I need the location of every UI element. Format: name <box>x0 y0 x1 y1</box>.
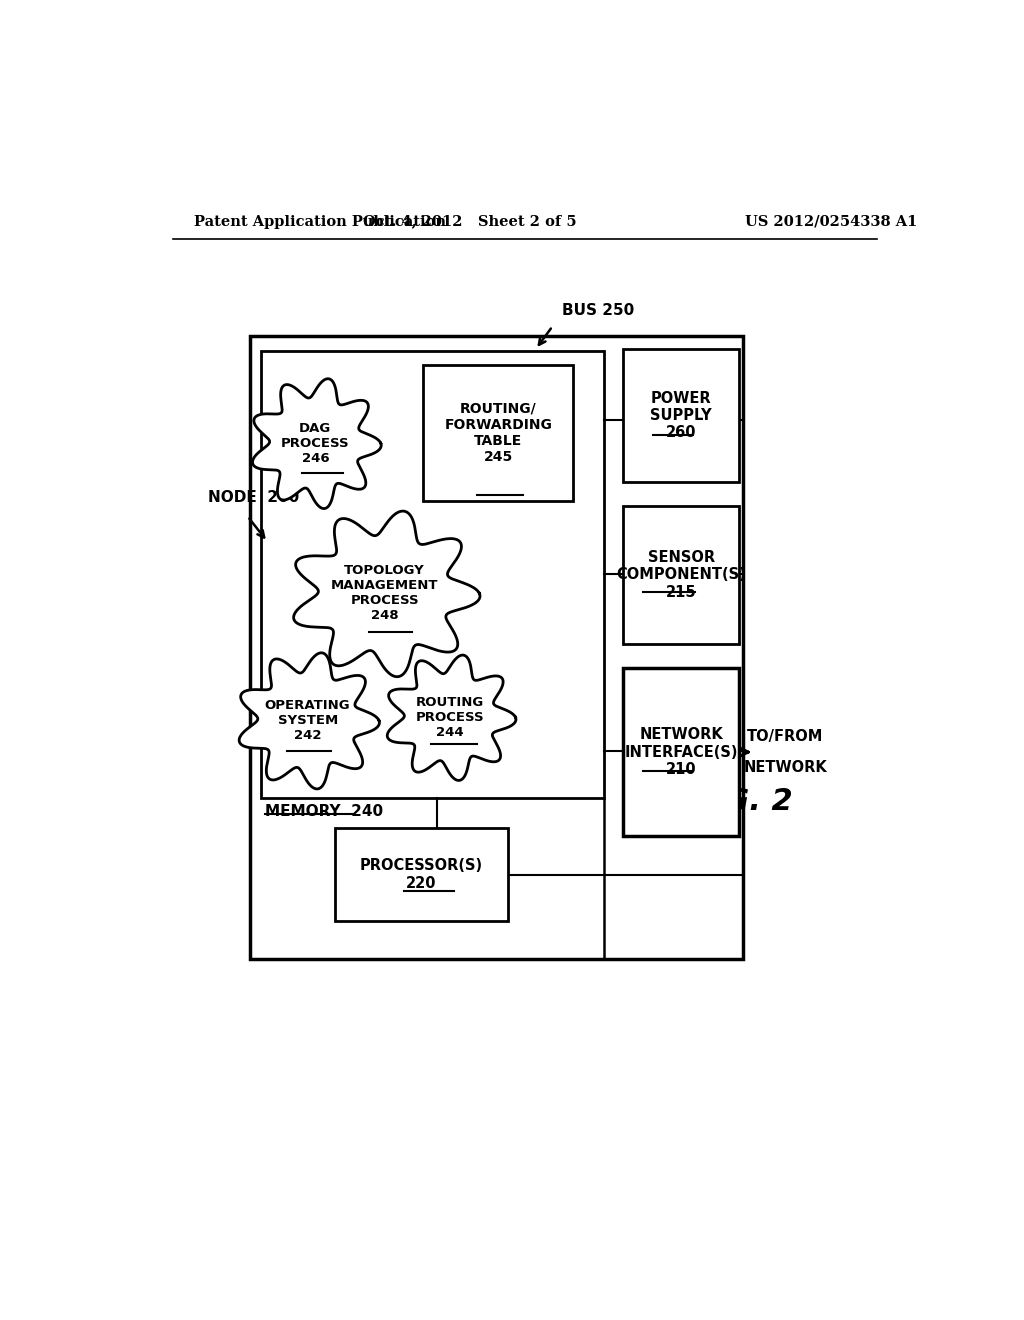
Text: OPERATING
SYSTEM
242: OPERATING SYSTEM 242 <box>265 700 350 742</box>
Text: NODE  200: NODE 200 <box>208 490 299 504</box>
Text: ROUTING/
FORWARDING
TABLE
245: ROUTING/ FORWARDING TABLE 245 <box>444 401 552 465</box>
Text: FIG. 2: FIG. 2 <box>692 787 793 816</box>
Text: Patent Application Publication: Patent Application Publication <box>195 215 446 228</box>
Polygon shape <box>253 379 381 508</box>
Text: MEMORY  240: MEMORY 240 <box>265 804 383 818</box>
Text: NETWORK: NETWORK <box>743 760 827 775</box>
Text: Oct. 4, 2012   Sheet 2 of 5: Oct. 4, 2012 Sheet 2 of 5 <box>362 215 577 228</box>
Text: TO/FROM: TO/FROM <box>746 730 823 744</box>
Bar <box>261 351 604 797</box>
Text: NETWORK
INTERFACE(S)
210: NETWORK INTERFACE(S) 210 <box>625 727 738 777</box>
Text: POWER
SUPPLY
260: POWER SUPPLY 260 <box>650 391 712 441</box>
Polygon shape <box>294 511 480 677</box>
Polygon shape <box>240 653 380 789</box>
Bar <box>335 829 508 921</box>
Text: SENSOR
COMPONENT(S)
215: SENSOR COMPONENT(S) 215 <box>616 550 746 599</box>
Bar <box>423 364 573 502</box>
Bar <box>624 350 739 482</box>
Text: DAG
PROCESS
246: DAG PROCESS 246 <box>281 422 349 465</box>
Polygon shape <box>387 655 516 780</box>
Bar <box>624 668 739 836</box>
Bar <box>250 335 742 960</box>
Text: ROUTING
PROCESS
244: ROUTING PROCESS 244 <box>416 696 484 739</box>
Text: TOPOLOGY
MANAGEMENT
PROCESS
248: TOPOLOGY MANAGEMENT PROCESS 248 <box>331 565 438 623</box>
Text: BUS 250: BUS 250 <box>562 304 634 318</box>
Text: US 2012/0254338 A1: US 2012/0254338 A1 <box>745 215 918 228</box>
Text: PROCESSOR(S)
220: PROCESSOR(S) 220 <box>359 858 482 891</box>
Bar <box>624 507 739 644</box>
